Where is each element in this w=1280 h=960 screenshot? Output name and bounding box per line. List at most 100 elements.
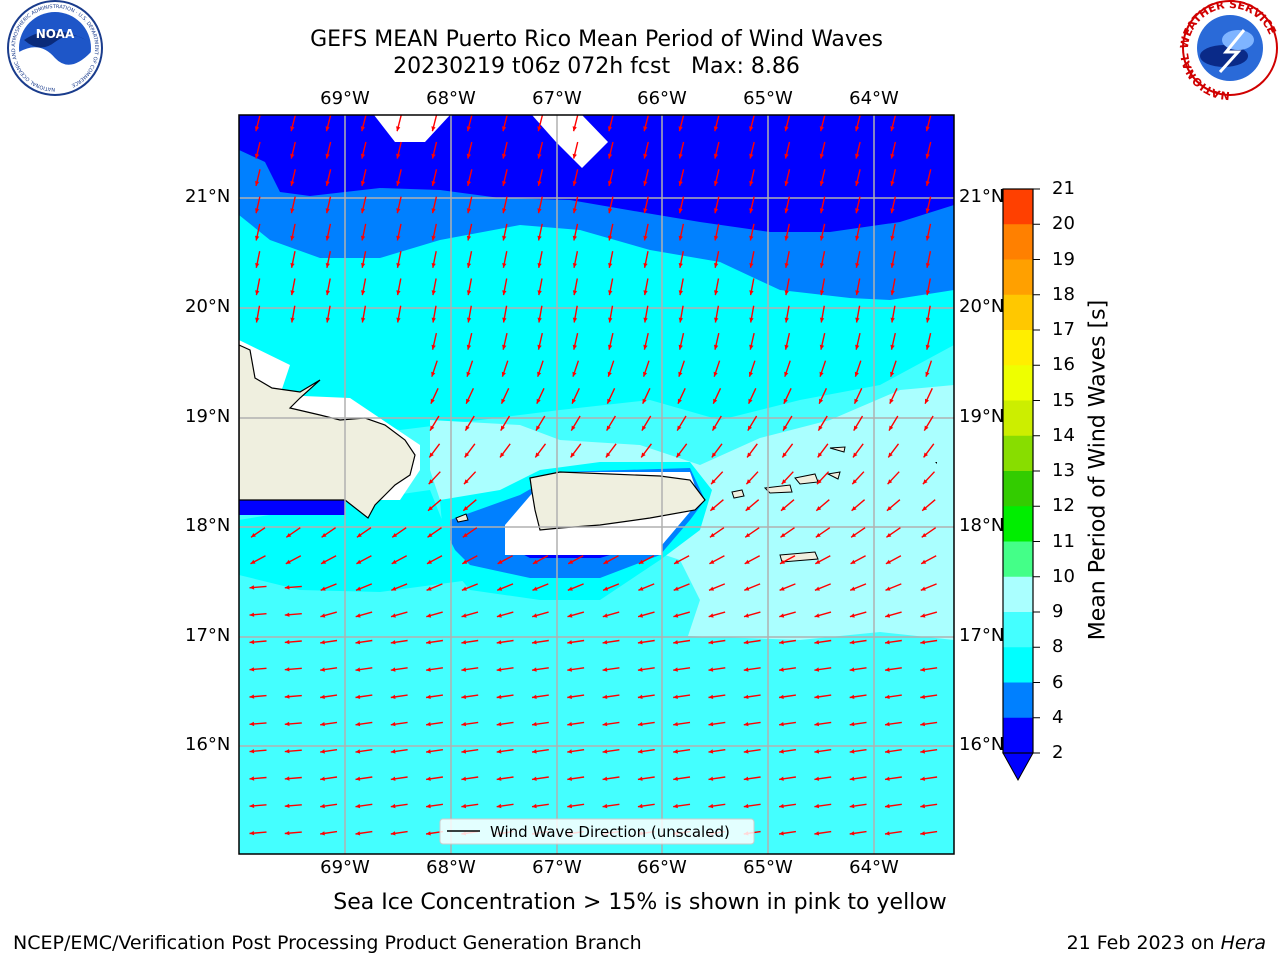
wind-arrow-head (921, 533, 927, 538)
wind-arrow-head (602, 776, 608, 781)
wind-arrow-head (290, 181, 295, 186)
wind-arrow-head (431, 208, 436, 214)
colorbar-segment (1003, 717, 1033, 754)
wind-arrow-head (431, 181, 436, 186)
wind-arrow-head (708, 776, 714, 781)
wind-arrow-head (391, 613, 396, 618)
wind-arrow-head (537, 371, 542, 377)
wind-arrow-head (461, 749, 467, 754)
wind-arrow-head (355, 722, 361, 727)
lon-label-top: 65°W (743, 88, 793, 109)
wind-arrow-head (643, 181, 648, 186)
lat-label-right: 19°N (959, 406, 1005, 427)
wind-arrow-head (532, 586, 538, 591)
wind-arrow-head (890, 344, 895, 350)
wind-arrow-head (390, 640, 396, 645)
wind-arrow-head (713, 235, 719, 241)
wind-arrow-head (466, 290, 472, 296)
wind-arrow-head (678, 317, 683, 323)
wind-arrow-head (431, 344, 436, 350)
wind-arrow-head (850, 586, 856, 591)
wind-arrow-head (643, 317, 648, 323)
wind-arrow-head (643, 235, 648, 241)
wind-arrow-head (920, 640, 925, 645)
wind-arrow-head (638, 586, 644, 591)
wind-arrow-head (466, 263, 472, 268)
wind-arrow-head (888, 452, 893, 458)
map-title: GEFS MEAN Puerto Rico Mean Period of Win… (310, 27, 883, 52)
noaa-logo-text: NOAA (36, 27, 75, 41)
wind-arrow-head (532, 694, 537, 699)
wind-arrow-head (920, 694, 925, 699)
wind-arrow-head (502, 153, 507, 159)
colorbar (1002, 188, 1040, 782)
wind-arrow-head (641, 425, 647, 431)
lat-label-right: 16°N (959, 734, 1005, 755)
wind-arrow-head (853, 452, 858, 458)
wind-arrow-head (643, 344, 648, 350)
wind-arrow-head (886, 506, 892, 511)
wind-arrow-head (290, 208, 295, 214)
wind-arrow-head (431, 371, 436, 377)
wind-arrow-head (890, 290, 895, 296)
wind-arrow-head (320, 776, 325, 781)
wind-arrow-head (356, 559, 362, 564)
wind-arrow-head (320, 803, 325, 809)
wind-arrow-head (431, 126, 436, 132)
wind-arrow-head (638, 559, 644, 564)
wind-arrow-head (255, 290, 260, 296)
wind-arrow-head (784, 208, 789, 214)
wind-arrow-head (748, 398, 753, 404)
wind-arrow-head (779, 694, 784, 699)
wind-arrow-head (749, 263, 754, 268)
colorbar-tick-label: 21 (1052, 178, 1075, 199)
wind-arrow-head (602, 749, 608, 754)
wind-arrow-head (431, 263, 436, 268)
wind-arrow-head (254, 126, 260, 132)
wind-arrow-head (743, 722, 749, 727)
wind-arrow-head (502, 126, 507, 132)
wind-arrow-head (925, 317, 931, 323)
wind-arrow-head (814, 586, 820, 591)
wind-arrow-head (637, 749, 643, 754)
wind-arrow-head (780, 533, 786, 538)
wind-arrow-head (567, 694, 572, 699)
wind-arrow-head (361, 263, 366, 268)
wind-arrow-head (782, 452, 787, 458)
wind-arrow-head (603, 559, 609, 564)
wind-arrow-head (643, 208, 648, 214)
lat-label-right: 20°N (959, 296, 1005, 317)
wind-arrow-head (678, 263, 683, 268)
wind-arrow-head (290, 153, 295, 159)
wind-arrow-head (885, 831, 890, 836)
wind-arrow-head (819, 208, 824, 214)
wind-arrow-head (255, 208, 260, 214)
colorbar-segment (1003, 189, 1033, 225)
wind-arrow-head (502, 181, 507, 186)
wind-arrow-head (849, 640, 855, 645)
wind-arrow-head (922, 479, 928, 485)
wind-arrow-head (819, 317, 825, 323)
wind-arrow-head (607, 153, 613, 159)
wind-arrow-head (567, 776, 572, 781)
wind-arrow-head (920, 831, 925, 836)
wind-arrow-head (496, 667, 502, 672)
wind-arrow-head (431, 153, 436, 159)
wind-arrow-head (814, 613, 820, 618)
colorbar-tick-label: 4 (1052, 706, 1064, 728)
lat-label-left: 19°N (185, 406, 231, 427)
wind-arrow-head (496, 749, 502, 754)
wind-arrow-head (532, 559, 538, 564)
wind-arrow-head (819, 126, 824, 132)
lat-label-right: 18°N (959, 515, 1005, 536)
wind-arrow-head (885, 559, 891, 564)
lon-label-bottom: 67°W (532, 857, 582, 878)
wind-arrow-head (290, 126, 295, 132)
wind-arrow-head (255, 235, 260, 241)
wind-arrow-head (743, 749, 749, 754)
footer-host: Hera (1220, 932, 1266, 954)
wind-arrow-head (320, 613, 326, 618)
lon-label-bottom: 69°W (320, 857, 370, 878)
wind-arrow-head (466, 235, 472, 241)
wind-arrow-head (890, 371, 895, 377)
